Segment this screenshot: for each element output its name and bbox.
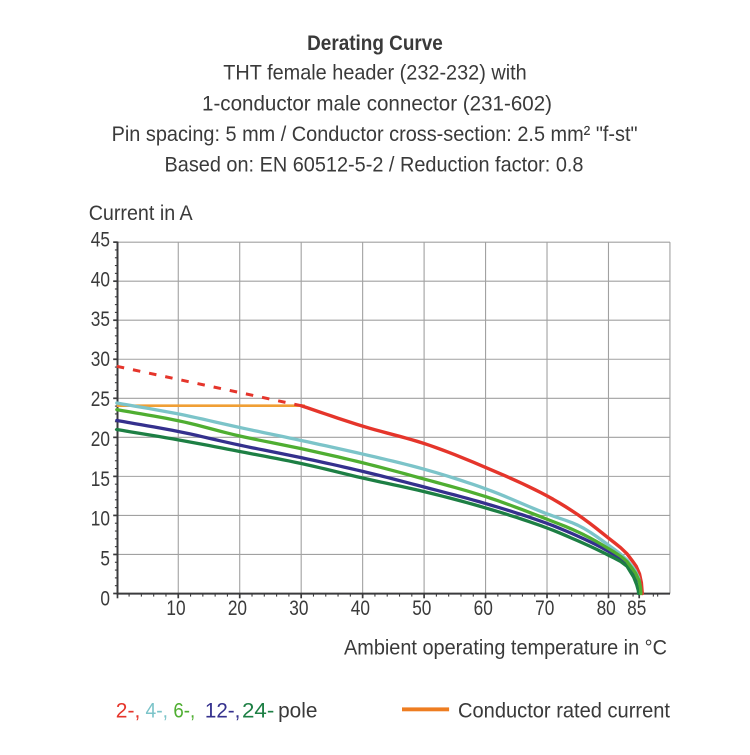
svg-text:6-,: 6-, <box>173 699 195 723</box>
svg-text:20: 20 <box>91 427 110 451</box>
svg-text:Derating Curve: Derating Curve <box>307 31 443 55</box>
svg-text:10: 10 <box>91 507 110 531</box>
svg-text:Pin spacing: 5 mm / Conductor: Pin spacing: 5 mm / Conductor cross-sect… <box>112 122 638 146</box>
svg-text:30: 30 <box>289 596 308 620</box>
svg-text:35: 35 <box>91 307 110 331</box>
svg-text:30: 30 <box>91 347 110 371</box>
svg-text:15: 15 <box>91 467 110 491</box>
svg-text:24-: 24- <box>242 699 274 723</box>
svg-text:40: 40 <box>351 596 370 620</box>
svg-text:Current in A: Current in A <box>89 201 194 225</box>
svg-text:Based on: EN 60512-5-2 / Reduc: Based on: EN 60512-5-2 / Reduction facto… <box>165 152 584 176</box>
svg-text:50: 50 <box>412 596 431 620</box>
svg-text:85: 85 <box>627 596 646 620</box>
svg-text:4-,: 4-, <box>146 699 169 723</box>
svg-text:25: 25 <box>91 387 110 411</box>
svg-text:2-,: 2-, <box>116 699 141 723</box>
svg-text:THT female header (232-232) wi: THT female header (232-232) with <box>223 61 526 85</box>
svg-text:0: 0 <box>100 587 110 611</box>
svg-text:80: 80 <box>597 596 616 620</box>
svg-text:1-conductor male connector (23: 1-conductor male connector (231-602) <box>202 92 552 116</box>
svg-text:10: 10 <box>166 596 185 620</box>
svg-text:Conductor rated current: Conductor rated current <box>458 699 670 723</box>
svg-text:40: 40 <box>91 267 110 291</box>
svg-text:Ambient operating temperature: Ambient operating temperature in °C <box>344 635 667 659</box>
svg-text:70: 70 <box>535 596 554 620</box>
svg-text:5: 5 <box>100 547 110 571</box>
svg-text:pole: pole <box>278 699 317 723</box>
svg-text:12-,: 12-, <box>205 699 241 723</box>
svg-text:60: 60 <box>474 596 493 620</box>
svg-text:20: 20 <box>228 596 247 620</box>
svg-text:45: 45 <box>91 227 110 251</box>
